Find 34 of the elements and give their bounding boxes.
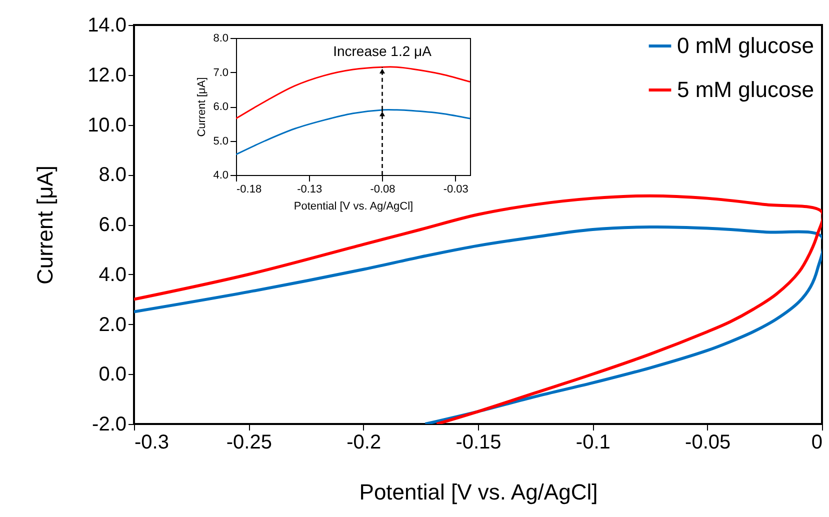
y-tick-label: 0.0 [98,364,126,386]
y-tick-label: 7.0 [213,66,228,79]
legend-label: 0 mM glucose [677,33,814,58]
x-axis-title: Potential [V vs. Ag/AgCl] [359,480,598,504]
x-tick-label: -0.1 [576,432,610,454]
x-tick-label: -0.3 [134,432,169,454]
y-tick-label: 5.0 [213,135,228,148]
x-tick-label: -0.08 [370,184,396,196]
y-tick-label: -2.0 [92,414,126,436]
x-tick-label: 0 [811,432,822,454]
y-tick-label: 6.0 [98,214,126,236]
y-tick-label: 2.0 [98,314,126,336]
line-series [236,66,470,120]
x-tick-label: -0.2 [346,432,382,454]
line-series [236,109,470,156]
y-tick-label: 8.0 [213,32,228,44]
y-tick-label: 8.0 [98,164,126,186]
y-axis-title: Current [μA] [196,77,208,137]
y-tick-label: 4.0 [98,264,126,286]
x-tick-label: -0.18 [236,184,262,196]
y-tick-label: 10.0 [88,114,126,136]
y-tick-label: 12.0 [88,64,126,86]
x-tick-label: -0.25 [226,432,272,454]
annotation: Increase 1.2 μA [333,43,432,59]
x-tick-label: -0.15 [456,432,502,454]
x-axis-title: Potential [V vs. Ag/AgCl] [294,200,414,212]
y-tick-label: 4.0 [213,170,228,182]
y-tick-label: 14.0 [88,14,126,36]
legend-label: 5 mM glucose [677,77,814,102]
y-axis-title: Current [μA] [32,165,58,285]
x-tick-label: -0.05 [685,432,731,454]
x-tick-label: -0.13 [297,184,322,196]
x-tick-label: -0.03 [443,184,468,196]
y-tick-label: 6.0 [213,101,228,113]
